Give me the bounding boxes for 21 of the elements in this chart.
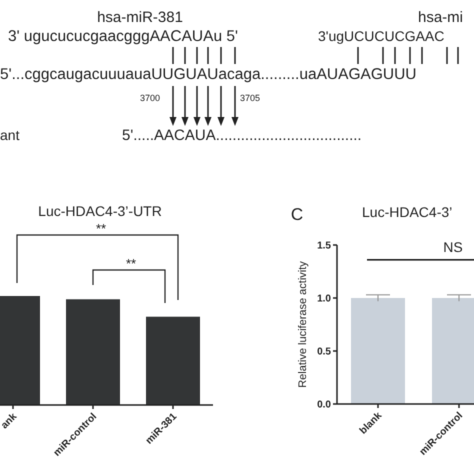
text: C [290,205,304,224]
text: ** [96,221,106,236]
text: ant [0,127,20,143]
text: 3705 [240,93,260,103]
chart-title: Luc-HDAC4-3’ [362,204,452,220]
text: ** [126,256,136,271]
text: hsa-miR-381 [97,9,183,26]
text: hsa-mi [418,9,464,26]
y-axis-title: Relative luciferase activity [297,260,309,388]
x-tick-label: ank [0,411,20,432]
text: 5'.....AACAUA................................... [122,127,362,144]
y-tick-label: 0.0 [317,400,332,410]
text: 3' ugucucucgaacgggAACAUAu 5' [8,28,238,45]
text: 5'...cggcaugacuuuauaUUGUAUacaga.........uaAUAGAGUUU [0,66,416,83]
y-tick-label: 1.0 [317,294,332,304]
text: 3'ugUCUCUCGAAC [318,28,444,44]
text: 3700 [140,93,160,103]
chart-title: Luc-HDAC4-3’-UTR [38,203,162,219]
y-tick-label: 0.5 [317,346,332,358]
ref-line-label: NS [443,238,463,255]
y-tick-label: 1.5 [317,240,332,252]
